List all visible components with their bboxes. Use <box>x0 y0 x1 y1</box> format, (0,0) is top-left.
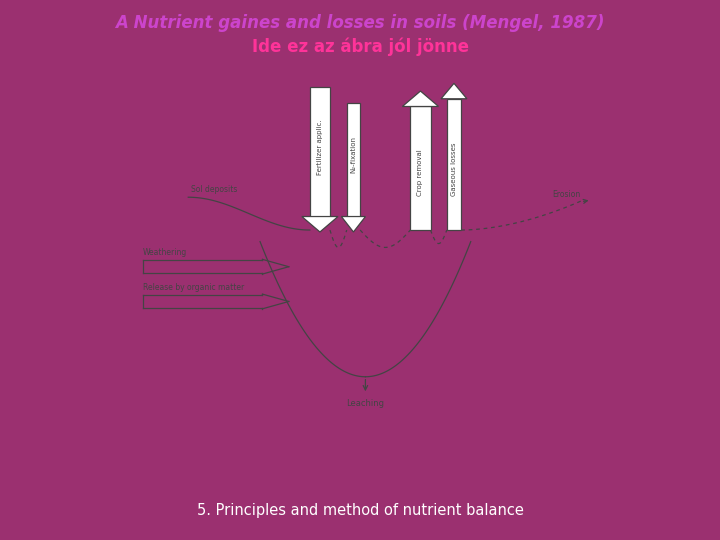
Text: Gaseous losses: Gaseous losses <box>451 143 457 196</box>
Text: Sol deposits: Sol deposits <box>191 185 237 194</box>
Text: Release by organic matter: Release by organic matter <box>143 283 244 292</box>
Polygon shape <box>341 217 366 232</box>
Polygon shape <box>302 217 338 232</box>
Text: 5. Principles and method of nutrient balance: 5. Principles and method of nutrient bal… <box>197 503 523 518</box>
Text: Erosion: Erosion <box>552 190 580 199</box>
Text: Fertilizer applic.: Fertilizer applic. <box>317 119 323 175</box>
Text: A Nutrient gaines and losses in soils (Mengel, 1987): A Nutrient gaines and losses in soils (M… <box>115 14 605 31</box>
Bar <box>310 87 330 217</box>
Text: Weathering: Weathering <box>143 248 187 257</box>
Text: Leaching: Leaching <box>346 399 384 408</box>
Bar <box>447 99 462 230</box>
Text: N₂-fixation: N₂-fixation <box>351 136 356 173</box>
Polygon shape <box>402 91 438 106</box>
Text: Ide ez az ábra jól jönne: Ide ez az ábra jól jönne <box>251 38 469 56</box>
Bar <box>347 103 360 217</box>
Text: Crop removal: Crop removal <box>418 150 423 197</box>
Polygon shape <box>441 83 467 99</box>
Bar <box>410 106 431 230</box>
